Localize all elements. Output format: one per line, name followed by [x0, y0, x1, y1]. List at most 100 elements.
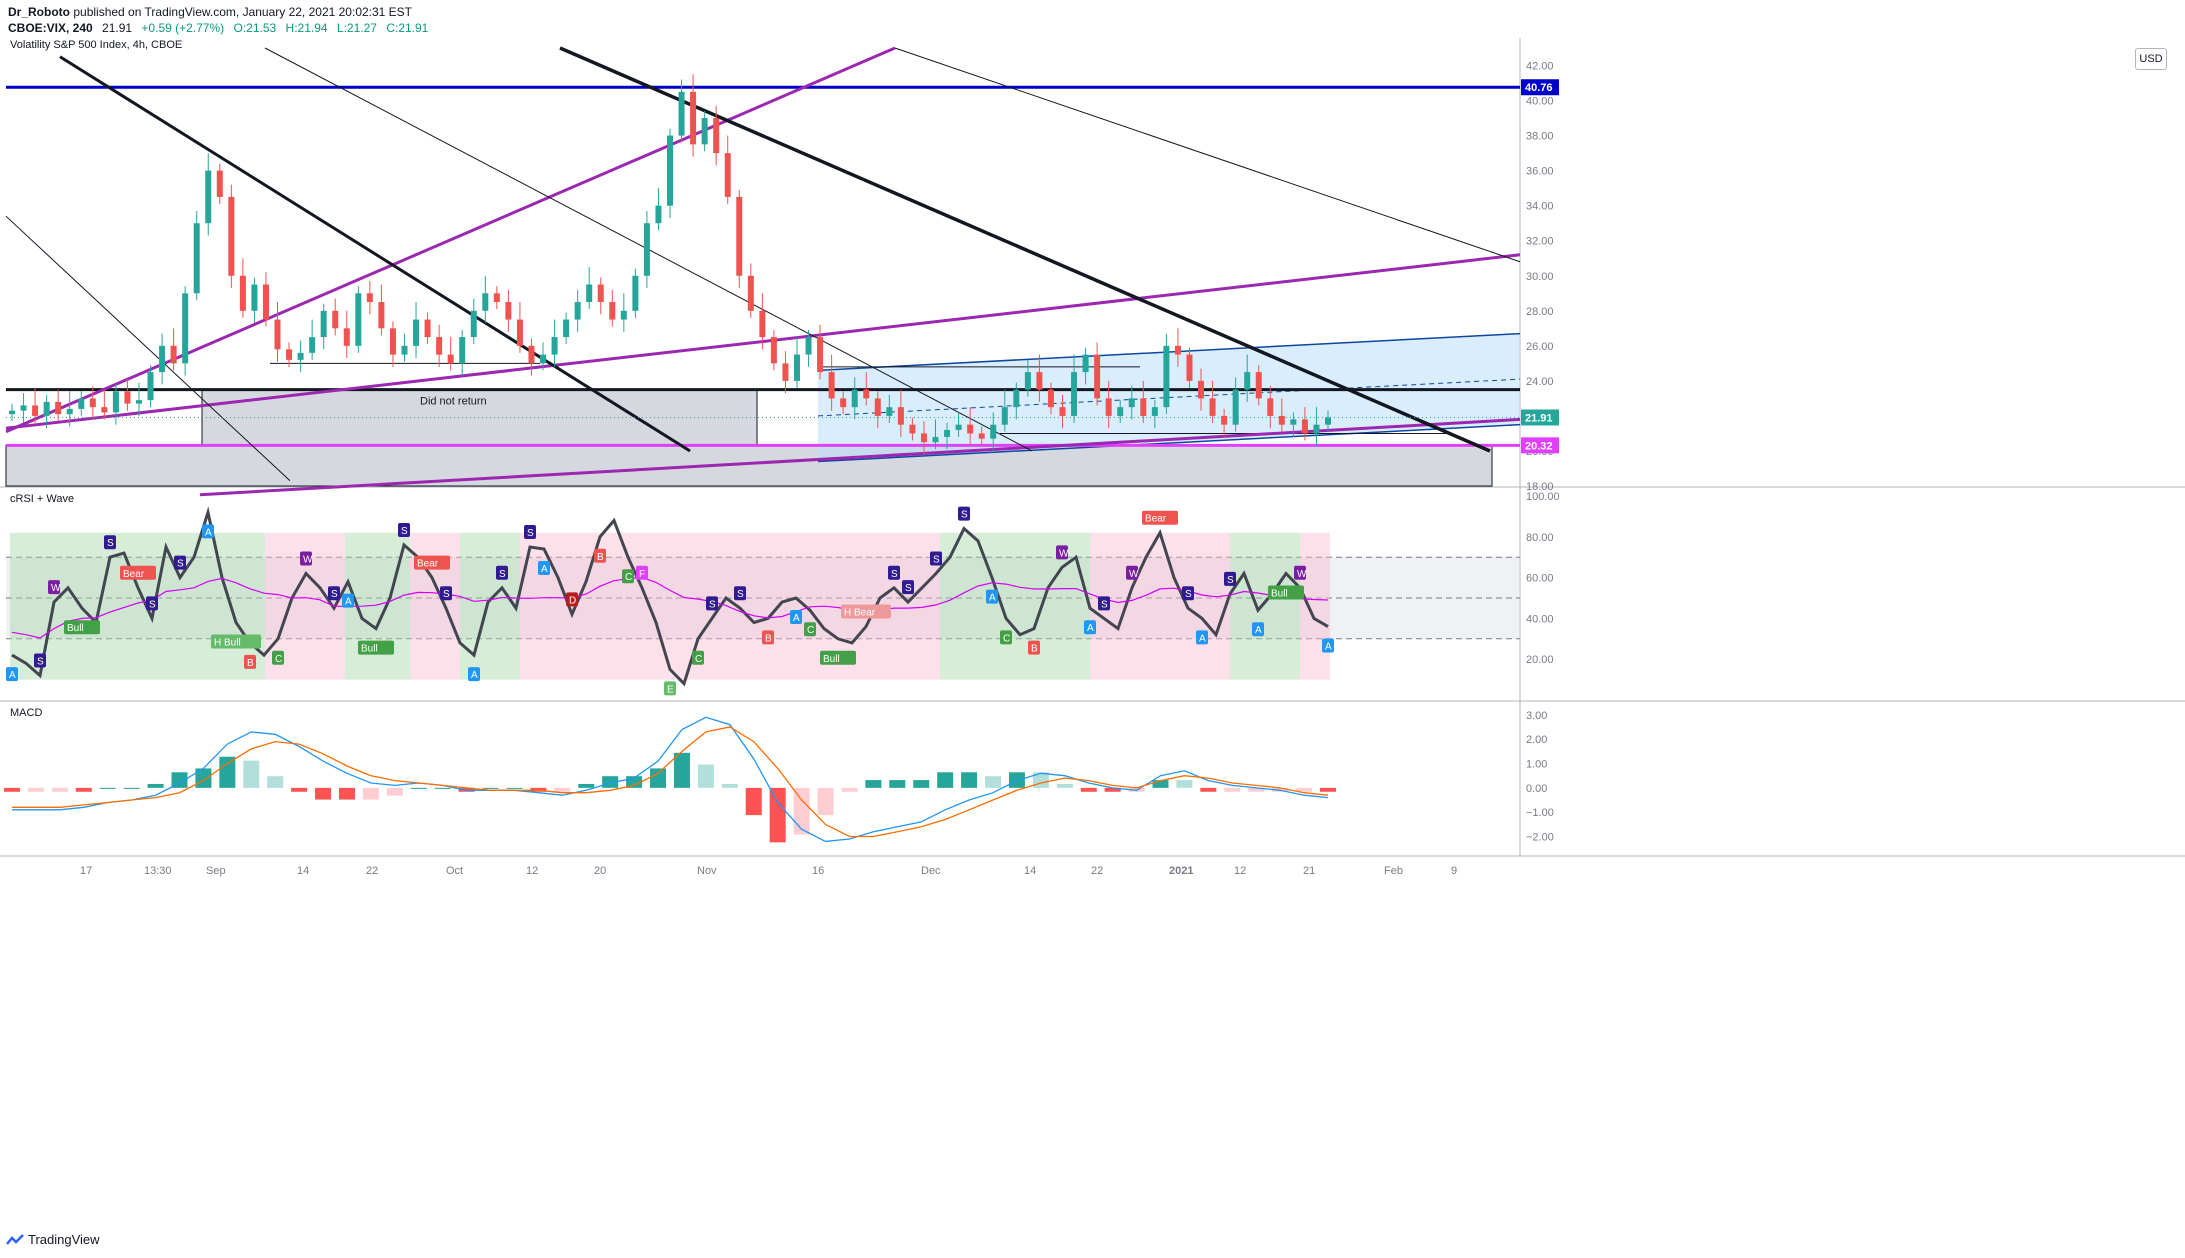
time-tick-label: 22 [1091, 865, 1103, 877]
macd-histogram-bar [554, 787, 571, 792]
macd-histogram-bar [841, 787, 858, 792]
candle-body [747, 275, 754, 311]
candle-body [1163, 345, 1170, 408]
crsi-signal-label: C [807, 625, 814, 636]
candle-body [366, 293, 373, 303]
crsi-signal-label: Bull [823, 654, 840, 665]
purple-trendline [5, 46, 896, 434]
candle-body [424, 319, 431, 338]
macd-histogram-bar [1248, 787, 1265, 792]
candle-body [851, 389, 858, 408]
candle-body [193, 223, 200, 294]
candle-body [932, 436, 939, 443]
candle-body [516, 319, 523, 346]
macd-histogram-bar [123, 787, 140, 789]
symbol-label[interactable]: CBOE:VIX, 240 [8, 21, 93, 35]
candle-body [378, 302, 385, 329]
crsi-signal-label: Bull [361, 644, 378, 655]
candle-body [459, 337, 466, 364]
candle-body [112, 391, 119, 413]
macd-tick-label: −2.00 [1526, 832, 1554, 844]
crsi-signal-label: D [569, 595, 576, 606]
crsi-signal-label: S [401, 526, 408, 537]
macd-histogram-bar [434, 787, 451, 789]
candle-body [690, 91, 697, 145]
crsi-signal-marker [300, 551, 312, 566]
publisher-name[interactable]: Dr_Roboto [8, 5, 70, 19]
candle-body [413, 319, 420, 346]
crsi-signal-label: S [443, 589, 450, 600]
macd-histogram-bar [291, 787, 308, 792]
candle-body [897, 407, 904, 425]
macd-histogram-bar [817, 787, 834, 816]
currency-button[interactable]: USD [2135, 48, 2167, 70]
crsi-signal-marker [1268, 585, 1304, 600]
time-tick-label: 20 [594, 865, 606, 877]
candle-body [1128, 398, 1135, 408]
macd-histogram-bar [697, 764, 714, 788]
candle-body [1209, 398, 1216, 416]
macd-histogram-bar [267, 776, 284, 788]
thin-trendline [894, 47, 1521, 263]
macd-line [12, 716, 1329, 843]
crsi-signal-marker [358, 640, 394, 655]
candle-body [1036, 372, 1043, 390]
macd-histogram-bar [482, 787, 499, 789]
crsi-signal-marker [272, 650, 284, 665]
tradingview-logo[interactable]: TradingView [6, 1232, 100, 1247]
published-text: published on TradingView.com, January 22… [73, 5, 413, 19]
candle-body [609, 302, 616, 320]
crsi-signal-marker [930, 551, 942, 566]
price-axis-badge-label: 20.32 [1525, 440, 1553, 452]
crsi-signal-label: Bear [123, 569, 145, 580]
macd-tick-label: 1.00 [1526, 759, 1547, 771]
time-tick-label: Nov [697, 865, 717, 877]
crsi-signal-label: A [1199, 633, 1206, 644]
crsi-signal-marker [664, 681, 676, 696]
crsi-signal-marker [734, 586, 746, 601]
crsi-signal-label: Bull [67, 623, 84, 634]
macd-histogram-bar [219, 756, 236, 788]
candle-body [43, 401, 50, 416]
macd-histogram-bar [769, 787, 786, 843]
candle-body [297, 352, 304, 360]
crsi-signal-label: B [597, 552, 604, 563]
crsi-signal-marker [1224, 571, 1236, 586]
candle-body [1232, 389, 1239, 425]
candle-body [135, 400, 142, 404]
candle-body [1059, 407, 1066, 416]
crsi-signal-marker [1294, 565, 1306, 580]
macd-histogram-bar [1056, 783, 1073, 788]
price-tick-label: 42.00 [1526, 61, 1554, 73]
candle-body [782, 363, 789, 381]
macd-histogram-bar [1224, 787, 1241, 792]
candle-body [978, 433, 985, 439]
macd-histogram-bar [386, 787, 403, 796]
macd-histogram-bar [315, 787, 332, 800]
crsi-signal-label: W [51, 583, 61, 594]
crsi-tick-label: 60.00 [1526, 573, 1554, 585]
candle-body [643, 223, 650, 276]
time-tick-label: 17 [80, 865, 92, 877]
bull-wave-cloud [460, 532, 520, 680]
candle-body [574, 302, 581, 320]
candle-body [389, 328, 396, 355]
black-trendline [59, 55, 691, 453]
crsi-signal-marker [104, 535, 116, 550]
bear-wave-cloud [410, 532, 460, 680]
chart-canvas[interactable]: 42.00 40.00 38.00 36.00 34.00 32.00 30.00 28.00… [0, 38, 2185, 1228]
crsi-signal-marker [524, 525, 536, 539]
macd-histogram-bar [1200, 787, 1217, 792]
crsi-signal-marker [692, 650, 704, 665]
candle-body [274, 319, 281, 350]
crsi-signal-marker [328, 586, 340, 601]
bull-wave-cloud [1230, 532, 1300, 680]
crsi-signal-label: F [639, 569, 645, 580]
candle-body [447, 354, 454, 364]
crsi-signal-marker [762, 630, 774, 645]
crsi-signal-marker [804, 622, 816, 637]
candle-body [1047, 389, 1054, 408]
crsi-signal-label: C [1003, 633, 1010, 644]
candle-body [1117, 407, 1124, 416]
candle-body [886, 407, 893, 416]
